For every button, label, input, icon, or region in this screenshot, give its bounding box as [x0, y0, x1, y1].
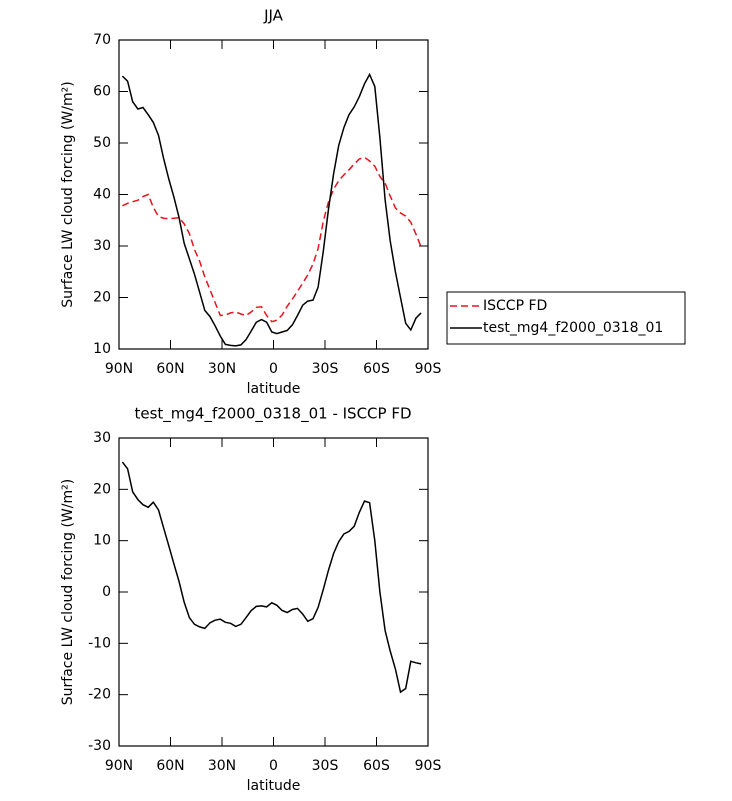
y-tick-label: -30: [88, 738, 111, 754]
y-tick-label: -10: [88, 635, 111, 651]
y-tick-label: 70: [93, 32, 111, 48]
chart-title: JJA: [263, 7, 284, 25]
data-line: [122, 156, 422, 323]
x-tick-label: 0: [269, 758, 278, 774]
x-tick-label: 60N: [156, 361, 184, 377]
x-tick-label: 60S: [363, 361, 390, 377]
x-tick-label: 90N: [105, 758, 133, 774]
legend-box: [446, 291, 686, 345]
data-line: [121, 72, 422, 347]
x-tick-label: 60S: [363, 758, 390, 774]
x-tick-label: 60N: [156, 758, 184, 774]
plot-frame: [118, 437, 429, 747]
y-tick-label: 20: [93, 481, 111, 497]
x-tick-label: 30N: [208, 361, 236, 377]
chart-title: test_mg4_f2000_0318_01 - ISCCP FD: [134, 405, 411, 424]
y-tick-label: 60: [93, 84, 111, 100]
y-tick-label: -20: [88, 687, 111, 703]
y-tick-label: 30: [93, 430, 111, 446]
x-tick-label: 0: [269, 361, 278, 377]
x-tick-label: 90S: [415, 361, 442, 377]
y-tick-label: 20: [93, 290, 111, 306]
y-tick-label: 50: [93, 135, 111, 151]
x-tick-label: 90N: [105, 361, 133, 377]
x-tick-label: 30S: [312, 361, 339, 377]
y-tick-label: 10: [93, 533, 111, 549]
data-line: [121, 461, 422, 694]
x-axis-label: latitude: [247, 778, 301, 794]
x-tick-label: 90S: [415, 758, 442, 774]
y-tick-label: 30: [93, 238, 111, 254]
y-axis-label: Surface LW cloud forcing (W/m²): [60, 479, 76, 705]
x-tick-label: 30N: [208, 758, 236, 774]
x-tick-label: 30S: [312, 758, 339, 774]
y-axis-label: Surface LW cloud forcing (W/m²): [60, 81, 76, 307]
y-tick-label: 0: [102, 584, 111, 600]
legend-label: test_mg4_f2000_0318_01: [483, 320, 663, 336]
plot-frame: [118, 39, 429, 350]
x-axis-label: latitude: [247, 381, 301, 397]
y-tick-label: 40: [93, 187, 111, 203]
y-tick-label: 10: [93, 341, 111, 357]
legend-label: ISCCP FD: [483, 298, 547, 314]
